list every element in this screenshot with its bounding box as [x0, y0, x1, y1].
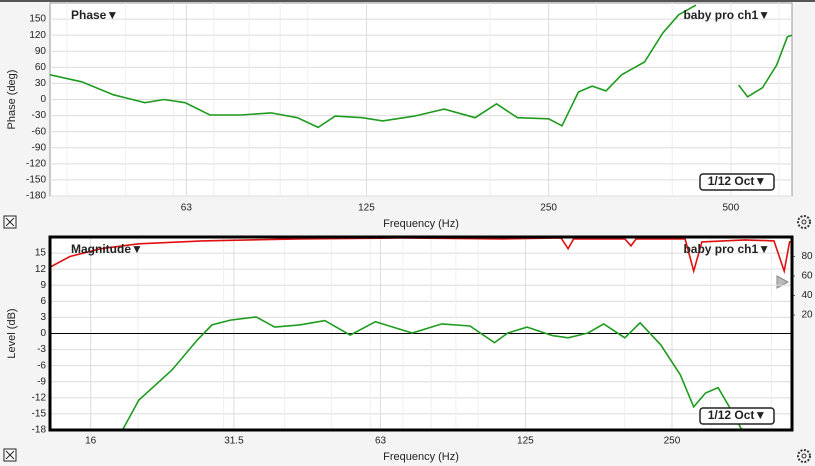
- x-axis-label: Frequency (Hz): [383, 218, 459, 230]
- y-axis-label: Level (dB): [6, 308, 18, 358]
- settings-icon[interactable]: [797, 449, 811, 463]
- y-tick-label: 60: [35, 62, 47, 73]
- y-tick-label: -120: [26, 158, 46, 169]
- y-tick-label: -6: [37, 360, 46, 371]
- x-axis-label: Frequency (Hz): [383, 451, 459, 463]
- selected-border: [48, 235, 794, 432]
- x-tick-label: 31.5: [224, 436, 244, 447]
- y-tick-label: -180: [26, 191, 46, 202]
- y-tick-label: 0: [40, 328, 46, 339]
- y2-tick-label: 20: [801, 310, 813, 321]
- close-button[interactable]: [3, 448, 17, 462]
- y-tick-label: 6: [40, 296, 46, 307]
- x-tick-label: 500: [722, 203, 739, 214]
- smoothing-label[interactable]: 1/12 Oct▼: [708, 408, 767, 422]
- y-tick-label: 30: [35, 78, 47, 89]
- y-tick-label: -12: [32, 392, 47, 403]
- series-line: [50, 237, 792, 275]
- y-tick-label: -90: [32, 142, 47, 153]
- x-tick-label: 125: [517, 436, 534, 447]
- y-tick-label: -18: [32, 425, 47, 436]
- y-tick-label: -30: [32, 110, 47, 121]
- y-axis-label: Phase (deg): [6, 70, 18, 130]
- y2-tick-label: 80: [801, 251, 813, 262]
- y-tick-label: 90: [35, 46, 47, 57]
- x-tick-label: 63: [181, 203, 193, 214]
- y-tick-label: -60: [32, 126, 47, 137]
- y-tick-label: -15: [32, 409, 47, 420]
- y2-tick-label: 40: [801, 290, 813, 301]
- y-tick-label: 150: [29, 14, 46, 25]
- x-tick-label: 125: [358, 203, 375, 214]
- y-tick-label: 15: [35, 248, 47, 259]
- y-tick-label: 0: [40, 94, 46, 105]
- y-tick-label: 120: [29, 30, 46, 41]
- y-tick-label: -3: [37, 344, 46, 355]
- series-line: [50, 4, 792, 129]
- settings-icon[interactable]: [797, 215, 811, 229]
- x-tick-label: 250: [540, 203, 557, 214]
- smoothing-box: [699, 407, 775, 425]
- chart-title: Phase▼: [71, 8, 118, 22]
- y-tick-label: 9: [40, 280, 46, 291]
- legend-entry: baby pro ch1▼: [683, 8, 770, 22]
- y2-tick-label: 60: [801, 271, 813, 282]
- y-tick-label: 3: [40, 312, 46, 323]
- x-tick-label: 16: [85, 436, 97, 447]
- close-button[interactable]: [3, 215, 17, 229]
- legend-entry: baby pro ch1▼: [683, 242, 770, 256]
- x-tick-label: 250: [664, 436, 681, 447]
- smoothing-label[interactable]: 1/12 Oct▼: [708, 174, 767, 188]
- x-tick-label: 63: [375, 436, 387, 447]
- y-tick-label: 12: [35, 264, 47, 275]
- y-tick-label: -9: [37, 376, 46, 387]
- y-tick-label: -150: [26, 175, 46, 186]
- top-edge: [0, 0, 815, 2]
- smoothing-box: [699, 173, 775, 191]
- chart-title: Magnitude▼: [71, 242, 143, 256]
- series-line: [121, 316, 743, 430]
